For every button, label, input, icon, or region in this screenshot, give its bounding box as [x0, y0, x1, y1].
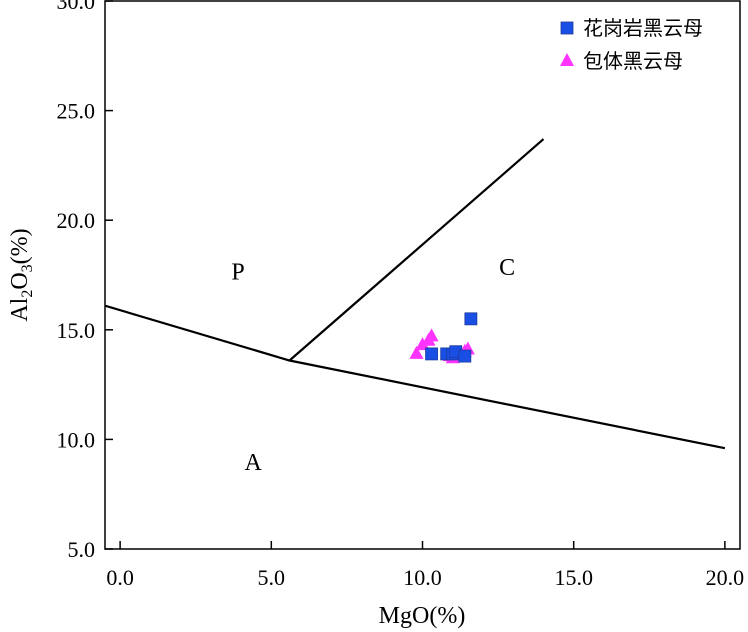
y-tick-label: 20.0 — [57, 208, 96, 233]
plot-frame — [104, 0, 741, 550]
regions-layer: P C A — [231, 255, 515, 476]
region-label-p: P — [231, 259, 244, 285]
ticks-layer: 0.0 5.0 10.0 15.0 20.0 5.0 10.0 15.0 20.0 25.0 30.… — [57, 0, 745, 590]
y-axis-title-subscript: 3 — [19, 264, 36, 272]
boundaries-layer — [104, 138, 726, 450]
y-tick-label: 30.0 — [57, 0, 96, 14]
legend-marker-square — [560, 21, 574, 35]
x-tick-label: 0.0 — [106, 565, 134, 590]
x-axis-title: MgO(%) — [379, 603, 466, 629]
x-tick-label: 15.0 — [554, 565, 593, 590]
y-axis-title-part: O — [7, 272, 33, 289]
legend-marker-triangle — [560, 53, 574, 66]
y-tick-label: 5.0 — [68, 537, 96, 562]
x-tick-label: 20.0 — [706, 565, 745, 590]
enclave-biotite-point — [409, 345, 424, 359]
legend-entry-label: 花岗岩黑云母 — [583, 16, 703, 40]
x-tick-label: 10.0 — [403, 565, 442, 590]
points-layer — [409, 312, 478, 364]
granite-biotite-point — [464, 312, 478, 326]
legend-entry-label: 包体黑云母 — [583, 49, 683, 73]
enclave-biotite-point — [415, 337, 430, 351]
y-tick-label: 15.0 — [57, 318, 96, 343]
y-axis-title-part: Al — [7, 297, 33, 321]
y-tick-label: 10.0 — [57, 427, 96, 452]
x-tick-label: 5.0 — [258, 565, 286, 590]
y-axis-title-subscript: 2 — [19, 290, 36, 298]
y-tick-label: 25.0 — [57, 99, 96, 124]
field-boundary-line — [288, 138, 545, 362]
y-axis-title-part: (%) — [7, 228, 33, 264]
region-label-c: C — [499, 255, 515, 281]
enclave-biotite-point — [424, 328, 439, 342]
granite-biotite-point — [425, 347, 438, 361]
field-boundary-line — [104, 304, 726, 450]
y-axis-title: Al2O3(%) — [7, 228, 36, 321]
region-label-a: A — [244, 450, 262, 476]
granite-biotite-point — [458, 349, 472, 363]
